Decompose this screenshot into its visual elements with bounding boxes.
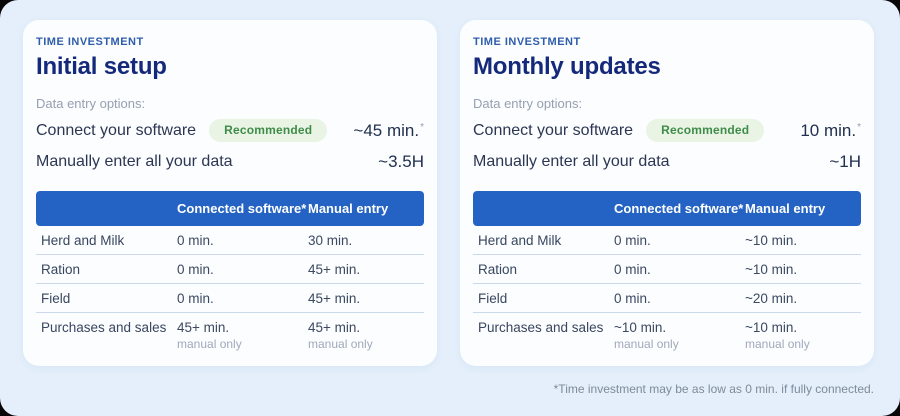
options-label: Data entry options:	[36, 96, 146, 111]
card-initial-setup: TIME INVESTMENT Initial setup Data entry…	[23, 20, 437, 366]
cell-connected: 0 min.	[177, 232, 214, 248]
cell-manual: 30 min.	[308, 232, 353, 248]
option-label: Connect your software	[473, 121, 634, 139]
option-value-text: 10 min.	[800, 120, 857, 140]
table-header-row: Connected software* Manual entry	[36, 191, 424, 226]
row-label: Field	[41, 290, 71, 306]
cell-manual: ~10 min. manual only	[745, 320, 861, 351]
table-row-herd-and-milk: Herd and Milk 0 min. ~10 min.	[473, 226, 861, 255]
eyebrow-label: TIME INVESTMENT	[473, 36, 581, 48]
options-label: Data entry options:	[473, 96, 583, 111]
option-label: Connect your software	[36, 121, 197, 139]
table-row-field: Field 0 min. 45+ min.	[36, 284, 424, 313]
footnote: *Time investment may be as low as 0 min.…	[553, 382, 874, 396]
table-header-cell-manual: Manual entry	[745, 201, 826, 216]
option-label: Manually enter all your data	[36, 152, 233, 170]
cell-connected: 0 min.	[614, 261, 651, 277]
cell-value: ~10 min.	[745, 320, 798, 335]
cell-manual: 45+ min. manual only	[308, 320, 424, 351]
asterisk-marker: *	[420, 121, 424, 133]
cell-connected: 0 min.	[614, 290, 651, 306]
option-value: 10 min.*	[800, 121, 861, 141]
cards-row: TIME INVESTMENT Initial setup Data entry…	[23, 20, 874, 366]
card-title: Monthly updates	[473, 53, 661, 80]
cell-connected: 45+ min. manual only	[177, 320, 308, 351]
table-header-cell-connected: Connected software*	[177, 201, 307, 216]
table-row-ration: Ration 0 min. ~10 min.	[473, 255, 861, 284]
row-label: Ration	[41, 261, 81, 277]
table-row-ration: Ration 0 min. 45+ min.	[36, 255, 424, 284]
cell-note: manual only	[177, 337, 242, 351]
card-title: Initial setup	[36, 53, 167, 80]
cell-value: 45+ min.	[177, 320, 230, 335]
option-connect-software: Connect your software Recommended ~45 mi…	[36, 115, 424, 146]
recommended-badge: Recommended	[646, 119, 765, 142]
recommended-badge: Recommended	[209, 119, 328, 142]
row-label: Herd and Milk	[478, 232, 562, 248]
table-header-cell-connected: Connected software*	[614, 201, 744, 216]
option-value-text: ~45 min.	[353, 120, 420, 140]
row-label: Purchases and sales	[478, 320, 604, 335]
cell-connected: 0 min.	[177, 261, 214, 277]
row-label: Ration	[478, 261, 518, 277]
cell-note: manual only	[614, 337, 679, 351]
cell-manual: ~10 min.	[745, 232, 798, 248]
cell-value: 45+ min.	[308, 320, 361, 335]
option-manual-entry: Manually enter all your data ~3.5H	[36, 146, 424, 177]
option-manual-entry: Manually enter all your data ~1H	[473, 146, 861, 177]
cell-manual: 45+ min.	[308, 261, 361, 277]
card-monthly-updates: TIME INVESTMENT Monthly updates Data ent…	[460, 20, 874, 366]
cell-value: ~10 min.	[614, 320, 667, 335]
cell-connected: ~10 min. manual only	[614, 320, 745, 351]
table-header-cell-manual: Manual entry	[308, 201, 389, 216]
table-header-row: Connected software* Manual entry	[473, 191, 861, 226]
table-row-purchases-and-sales: Purchases and sales 45+ min. manual only …	[36, 313, 424, 360]
row-label: Purchases and sales	[41, 320, 167, 335]
cell-note: manual only	[308, 337, 373, 351]
cell-note: manual only	[745, 337, 810, 351]
row-label: Field	[478, 290, 508, 306]
cell-connected: 0 min.	[614, 232, 651, 248]
option-connect-software: Connect your software Recommended 10 min…	[473, 115, 861, 146]
eyebrow-label: TIME INVESTMENT	[36, 36, 144, 48]
row-label: Herd and Milk	[41, 232, 125, 248]
option-label: Manually enter all your data	[473, 152, 670, 170]
cell-manual: ~10 min.	[745, 261, 798, 277]
table-row-field: Field 0 min. ~20 min.	[473, 284, 861, 313]
cell-manual: 45+ min.	[308, 290, 361, 306]
table-row-purchases-and-sales: Purchases and sales ~10 min. manual only …	[473, 313, 861, 360]
cell-manual: ~20 min.	[745, 290, 798, 306]
comparison-table: Connected software* Manual entry Herd an…	[36, 191, 424, 360]
cell-connected: 0 min.	[177, 290, 214, 306]
option-value: ~1H	[829, 151, 861, 171]
asterisk-marker: *	[857, 121, 861, 133]
table-row-herd-and-milk: Herd and Milk 0 min. 30 min.	[36, 226, 424, 255]
comparison-table: Connected software* Manual entry Herd an…	[473, 191, 861, 360]
option-value: ~3.5H	[378, 151, 424, 171]
option-value: ~45 min.*	[353, 121, 424, 141]
